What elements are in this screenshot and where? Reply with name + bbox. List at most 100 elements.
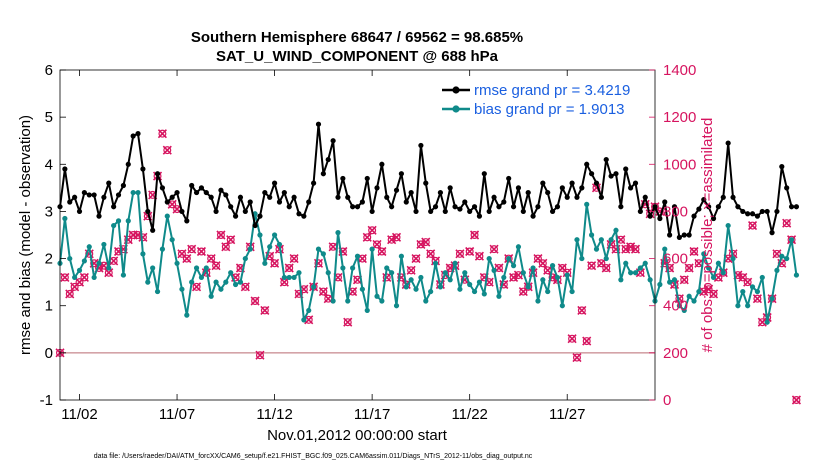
bias-series-point [393, 303, 400, 309]
bias-series-point [676, 303, 682, 309]
obs-assimilated-point [65, 289, 75, 299]
obs-possible-point [690, 247, 699, 256]
bias-series-point [189, 279, 195, 285]
rmse-series-point [311, 180, 317, 186]
obs-possible-point [70, 282, 79, 291]
obs-possible-point [597, 259, 606, 268]
rmse-series-point [125, 161, 131, 167]
obs-assimilated-point [601, 263, 611, 273]
bias-series-point [423, 298, 429, 304]
obs-possible-point [538, 259, 547, 268]
bias-series-point [793, 272, 800, 278]
bias-series-point [193, 265, 200, 271]
bias-series-point [574, 237, 580, 243]
plot-frame [59, 69, 656, 401]
bias-series-point [340, 265, 346, 271]
bias-series-point [554, 274, 561, 281]
obs-assimilated-point [187, 244, 197, 254]
rmse-series-point [413, 208, 419, 215]
obs-assimilated-point [206, 254, 216, 264]
rmse-series-point [398, 171, 404, 177]
rmse-series-point [452, 204, 458, 210]
bias-series-point [213, 279, 219, 285]
obs-assimilated-point [196, 246, 206, 257]
rmse-series-point [340, 175, 346, 182]
obs-assimilated-point [250, 296, 260, 306]
rmse-series-point [496, 204, 502, 210]
obs-assimilated-point [416, 239, 426, 249]
rmse-series-point [574, 194, 580, 200]
obs-possible-point [475, 252, 484, 261]
bias-series-point [662, 246, 668, 252]
rmse-series-point [208, 194, 214, 200]
obs-assimilated-point [162, 145, 172, 155]
bias-series-point [715, 260, 722, 266]
rmse-series-point [491, 194, 497, 200]
obs-assimilated-point [216, 230, 226, 240]
bias-series-point [296, 270, 302, 276]
bias-series-point [549, 263, 556, 269]
rmse-series-point [520, 208, 526, 215]
rmse-series-point [379, 161, 385, 167]
obs-possible-point [221, 242, 230, 251]
obs-assimilated-point [138, 232, 148, 242]
rmse-series-point [647, 213, 653, 219]
obs-possible-point [212, 261, 221, 270]
bias-series-point [564, 272, 570, 278]
bias-series-point [413, 286, 419, 292]
x-axis-label: Nov.01,2012 00:00:00 start [267, 427, 448, 444]
obs-possible-point [197, 247, 206, 256]
obs-possible-point [192, 282, 201, 291]
bias-series-point [520, 270, 526, 276]
rmse-series-point [130, 133, 136, 139]
rmse-series-point [545, 189, 551, 196]
obs-assimilated-point [60, 272, 70, 282]
bias-series-point [764, 319, 770, 325]
obs-assimilated-point [270, 258, 280, 268]
bias-series-point [588, 232, 595, 238]
bias-series-point [784, 255, 790, 262]
rmse-series-point [252, 222, 258, 229]
bias-series-point [364, 307, 370, 314]
rmse-series-point [730, 194, 736, 200]
bias-series-point [598, 237, 604, 243]
obs-possible-point [772, 249, 781, 258]
bias-series-point [359, 286, 365, 292]
obs-possible-point [285, 264, 294, 273]
rmse-series-point [72, 194, 78, 200]
bias-series-point [788, 237, 795, 243]
rmse-series-point [530, 213, 536, 219]
obs-assimilated-point [689, 246, 699, 257]
obs-possible-point [577, 306, 586, 315]
bias-series-point [408, 277, 414, 283]
y-tick-label-right: 1200 [663, 109, 696, 126]
rmse-series-point [745, 211, 751, 217]
rmse-series-point [598, 194, 604, 200]
obs-possible-point [490, 245, 499, 254]
bias-series-point [101, 241, 107, 248]
obs-possible-point [465, 247, 474, 256]
bias-series-point [428, 288, 434, 295]
x-tick-label: 11/22 [451, 406, 487, 423]
bias-series-point [720, 270, 726, 276]
obs-possible-point [343, 318, 352, 327]
obs-assimilated-point [567, 334, 577, 344]
obs-assimilated-point [474, 251, 484, 261]
rmse-series-point [608, 173, 614, 179]
rmse-series-point [271, 180, 278, 186]
obs-possible-point [163, 146, 172, 155]
rmse-series-point [218, 187, 224, 193]
rmse-series-point [325, 156, 331, 163]
rmse-series-point [696, 206, 702, 212]
obs-possible-point [168, 200, 177, 209]
obs-possible-point [338, 247, 347, 256]
obs-assimilated-point [387, 235, 397, 245]
bias-series-point [286, 274, 292, 281]
bias-series-point [584, 201, 590, 207]
bias-series-point [476, 279, 483, 285]
bias-series-point [510, 263, 517, 269]
x-tick-label: 11/17 [354, 406, 390, 423]
y-tick-label-right: 200 [663, 345, 688, 362]
obs-possible-point [226, 235, 235, 244]
bias-series-point [120, 272, 127, 278]
